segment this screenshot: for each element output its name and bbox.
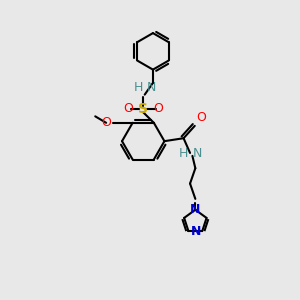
Text: H: H <box>179 147 189 160</box>
Text: N: N <box>189 147 202 160</box>
Text: S: S <box>138 102 148 116</box>
Text: H: H <box>134 81 143 94</box>
Text: N: N <box>143 81 157 94</box>
Text: O: O <box>196 111 206 124</box>
Text: O: O <box>101 116 111 129</box>
Text: O: O <box>154 102 164 115</box>
Text: N: N <box>190 203 200 216</box>
Text: O: O <box>123 102 133 115</box>
Text: N: N <box>190 225 201 238</box>
